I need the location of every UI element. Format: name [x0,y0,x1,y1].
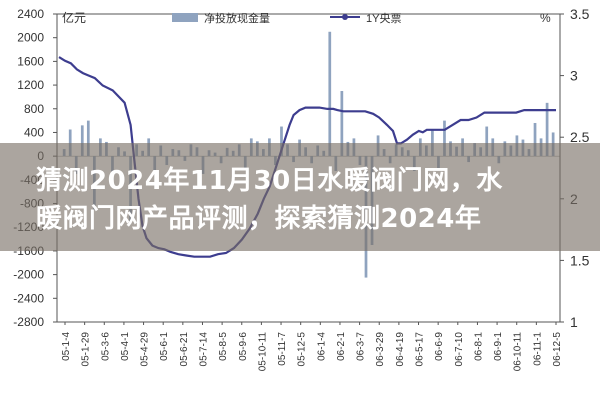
legend-swatch-bar [172,13,198,22]
right-tick-label: 2.5 [570,129,590,145]
bar-net-cash [68,129,72,157]
x-tick-label: 06-4-19 [395,332,406,367]
legend-marker-line [342,14,348,20]
x-tick-label: 05-12-5 [297,332,308,367]
x-tick-label: 06-9-1 [493,332,504,361]
right-tick-label: 3 [570,68,578,84]
x-tick-label: 06-10-11 [513,332,524,372]
x-tick-label: 06-1-4 [316,332,327,361]
x-tick-label: 05-4-29 [140,332,151,367]
left-axis-unit: 亿元 [62,10,86,25]
bar-net-cash [80,125,84,157]
left-tick-label: 800 [24,102,44,116]
x-tick-label: 06-5-17 [415,332,426,367]
title-banner [0,143,600,251]
x-tick-label: 05-10-11 [257,332,268,372]
x-tick-label: 06-6-9 [434,332,445,361]
legend-label-line: 1Y央票 [366,12,401,25]
left-tick-label: 1200 [17,78,44,92]
x-tick-label: 06-7-10 [454,332,465,367]
x-tick-label: 05-1-29 [81,332,92,367]
x-tick-label: 05-8-5 [218,332,229,361]
bar-net-cash [340,91,344,157]
right-axis-unit: % [540,11,551,25]
left-tick-label: -2400 [13,291,44,305]
left-tick-label: -2000 [13,268,44,282]
x-tick-label: 06-3-29 [375,332,386,367]
x-tick-label: 05-6-1 [159,332,170,361]
x-tick-label: 06-2-1 [336,332,347,361]
x-tick-label: 05-3-6 [100,332,111,361]
x-tick-label: 06-12-5 [552,332,563,367]
bar-net-cash [431,129,434,157]
headline-line-2: 暖阀门网产品评测，探索猜测2024年 [36,204,482,234]
headline: 猜测2024年11月30日水暖阀门网，水 暖阀门网产品评测，探索猜测2024年 [36,162,576,238]
bar-net-cash [545,102,549,157]
headline-line-1: 猜测2024年11月30日水暖阀门网，水 [36,166,503,196]
left-tick-label: 400 [24,125,44,139]
right-tick-label: 1 [570,314,578,330]
x-tick-label: 06-8-1 [473,332,484,361]
left-tick-label: 2000 [17,31,44,45]
x-tick-label: 05-7-14 [198,332,209,367]
bar-net-cash [86,120,90,157]
left-tick-label: 2400 [17,7,44,21]
x-tick-label: 05-11-7 [277,332,288,366]
x-tick-label: 05-4-1 [120,332,131,361]
legend-label-bar: 净投放现金量 [204,11,270,25]
right-tick-label: 3.5 [570,6,590,22]
right-tick-label: 1.5 [570,252,590,268]
left-tick-label: 1600 [17,54,44,68]
x-tick-label: 05-6-21 [179,332,190,367]
x-tick-label: 06-3-7 [356,332,367,361]
bar-net-cash [328,31,332,157]
x-tick-label: 05-1-4 [61,332,72,361]
bar-net-cash [443,120,446,157]
bar-net-cash [280,126,283,157]
bar-net-cash [533,122,537,157]
left-tick-label: -2800 [13,315,44,329]
bar-net-cash [485,126,489,157]
x-tick-label: 06-11-1 [532,332,543,366]
x-tick-label: 05-9-6 [238,332,249,361]
